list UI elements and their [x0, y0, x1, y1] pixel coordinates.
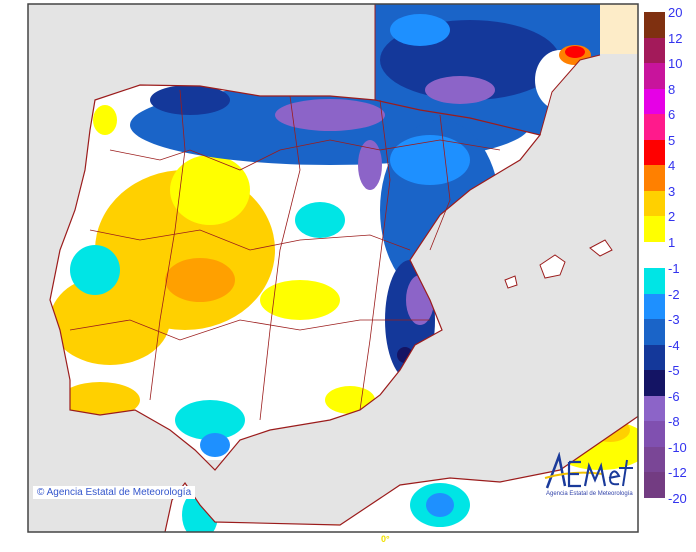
legend-swatch-negative [644, 268, 665, 294]
aemet-logo [543, 451, 637, 500]
legend-label: -20 [668, 490, 687, 506]
out-of-domain-ne [600, 4, 638, 54]
legend-label: 8 [668, 81, 676, 97]
legend-swatch-positive [644, 12, 665, 38]
iberia-outline [49, 84, 542, 471]
legend-swatch-positive [644, 63, 665, 89]
legend-swatch-negative [644, 472, 665, 498]
legend-label: -3 [668, 312, 680, 327]
legend-label: -10 [668, 439, 687, 455]
legend-swatch-negative [644, 319, 665, 345]
copyright-text: © Agencia Estatal de Meteorología [33, 486, 196, 499]
legend-label: -2 [668, 286, 680, 302]
legend-label: -1 [668, 261, 680, 276]
legend-label: 12 [668, 30, 683, 46]
legend-swatch-positive [644, 139, 665, 165]
map-frame [27, 3, 639, 533]
logo-subtitle: Agencia Estatal de Meteorología [546, 491, 633, 497]
legend-swatch-positive [644, 114, 665, 140]
legend-label: 5 [668, 132, 676, 148]
province-borders [69, 89, 501, 421]
legend-label: -6 [668, 388, 680, 404]
legend-label: 2 [668, 209, 676, 224]
legend-swatch-negative [644, 395, 665, 421]
legend-swatch-negative [644, 293, 665, 319]
legend-label: 1 [668, 234, 676, 250]
legend-swatch-negative [644, 421, 665, 447]
legend-swatch-negative [644, 344, 665, 370]
legend-swatch-negative [644, 446, 665, 472]
france-region [375, 4, 600, 135]
legend-label: 6 [668, 107, 676, 122]
legend-label: -5 [668, 363, 680, 378]
legend-label: -12 [668, 465, 687, 480]
legend-swatch-positive [644, 216, 665, 242]
france-coastline [539, 54, 601, 136]
legend-label: 4 [668, 158, 676, 173]
legend-label: -4 [668, 337, 680, 353]
legend-swatch-negative [644, 370, 665, 396]
legend-swatch-positive [644, 190, 665, 216]
legend-swatch-positive [644, 165, 665, 191]
legend-swatch-positive [644, 37, 665, 63]
balearic-islands [504, 239, 613, 289]
legend-label: 3 [668, 183, 676, 199]
legend-label: -8 [668, 414, 680, 429]
longitude-label: 0° [381, 534, 390, 544]
legend-swatch-positive [644, 88, 665, 114]
legend-label: 20 [668, 5, 683, 20]
legend-label: 10 [668, 56, 683, 71]
